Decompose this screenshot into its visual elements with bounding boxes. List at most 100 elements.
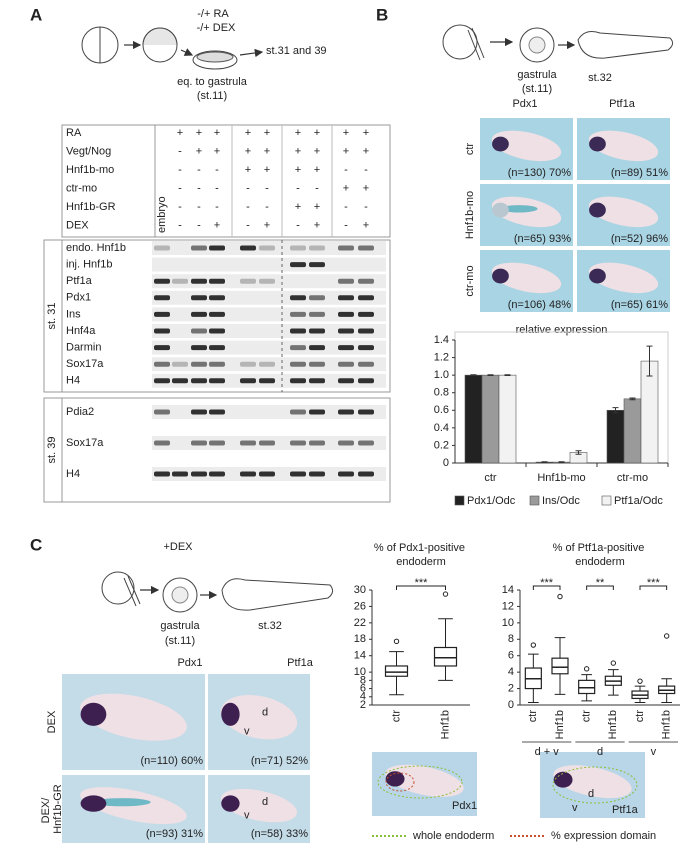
panel-letter: C: [30, 535, 42, 554]
y-tick-label: 2: [360, 699, 366, 711]
label: (st.11): [165, 635, 195, 647]
group-label: v: [651, 746, 657, 758]
significance-label: ***: [415, 577, 429, 589]
condition-mark: +: [363, 182, 369, 194]
gel-band: [290, 345, 306, 351]
gel-band: [154, 440, 170, 446]
gel-band: [358, 328, 374, 334]
label: st.32: [588, 72, 612, 84]
gel-band: [290, 471, 306, 477]
condition-mark: +: [245, 164, 251, 176]
stain: [500, 205, 538, 213]
gel-band: [154, 409, 170, 415]
x-tick-label: Hnf1b: [439, 710, 451, 739]
outlier: [393, 638, 400, 645]
gel-strip: [152, 241, 386, 255]
region-label: d: [262, 796, 268, 808]
gel-band: [172, 278, 188, 284]
protocol-a: [81, 26, 264, 70]
legend-swatch: [601, 495, 612, 506]
condition-mark: +: [314, 201, 320, 213]
gel-strip: [152, 324, 386, 338]
condition-label: Hnf1b-GR: [66, 201, 116, 213]
gel-strip: [152, 405, 386, 419]
image-label: Pdx1: [452, 800, 477, 812]
y-tick-label: 8: [508, 633, 514, 645]
condition-mark: +: [264, 164, 270, 176]
embryo: [553, 765, 632, 799]
x-tick-label: Hnf1b: [607, 710, 619, 739]
gel-band: [259, 245, 275, 251]
group-label: d: [597, 746, 603, 758]
caption: (n=58) 33%: [251, 828, 308, 840]
condition-mark: +: [196, 145, 202, 157]
gel-band: [259, 378, 275, 384]
gel-band: [259, 471, 275, 477]
error-bar: [558, 461, 565, 463]
condition-mark: +: [314, 145, 320, 157]
gel-band: [154, 278, 170, 284]
row-label: DEX/ Hnf1b-GR: [40, 784, 64, 834]
y-tick-label: 30: [354, 584, 366, 596]
stain: [589, 136, 606, 152]
protocol-b: [442, 24, 674, 63]
gel-strip: [152, 357, 386, 372]
condition-label: RA: [66, 127, 82, 139]
gel-band: [290, 311, 306, 317]
y-tick-label: 12: [502, 600, 514, 612]
outlier: [557, 593, 563, 600]
error-bar: [504, 374, 511, 376]
error-bar: [541, 461, 548, 463]
outlier: [442, 591, 449, 597]
x-tick-label: ctr: [634, 710, 646, 723]
gel-band: [290, 328, 306, 334]
gene-label: Pdia2: [66, 406, 94, 418]
caption: (n=71) 52%: [251, 755, 308, 767]
condition-mark: -: [178, 182, 182, 194]
y-tick-label: 14: [354, 650, 366, 662]
condition-mark: -: [178, 164, 182, 176]
gel-band: [191, 245, 207, 251]
gel-band: [358, 378, 374, 384]
gel-band: [309, 245, 325, 251]
stage-label: st. 31: [46, 303, 58, 330]
condition-label: DEX: [66, 219, 89, 231]
legend-label: whole endoderm: [412, 830, 494, 842]
condition-label: Hnf1b-mo: [66, 164, 114, 176]
gene-label: Ptf1a: [66, 275, 93, 287]
condition-mark: +: [295, 145, 301, 157]
gel-band: [191, 311, 207, 317]
gel-band: [154, 378, 170, 384]
y-tick-label: 0: [443, 457, 449, 469]
stain: [589, 268, 606, 284]
label: (st.11): [197, 90, 227, 102]
gel-band: [259, 440, 275, 446]
row-label: Hnf1b-mo: [464, 191, 476, 239]
protocol-c: [101, 571, 334, 613]
condition-mark: -: [296, 182, 300, 194]
condition-mark: -: [197, 219, 201, 231]
y-tick-label: 10: [354, 666, 366, 678]
label: gastrula: [517, 69, 557, 81]
significance-label: **: [596, 577, 605, 589]
significance-bracket: [639, 585, 668, 590]
condition-mark: -: [315, 182, 319, 194]
condition-mark: -: [344, 164, 348, 176]
gel-band: [290, 295, 306, 301]
caption: (n=93) 31%: [146, 828, 203, 840]
gene-label: endo. Hnf1b: [66, 242, 126, 254]
significance-bracket: [396, 585, 446, 590]
condition-mark: +: [363, 219, 369, 231]
y-tick-label: 10: [502, 617, 514, 629]
gel-band: [309, 440, 325, 446]
condition-mark: -: [364, 164, 368, 176]
gel-band: [154, 361, 170, 367]
gene-label: Ins: [66, 308, 81, 320]
legend-swatch: [529, 495, 540, 506]
error-bar: [470, 374, 477, 376]
outlier: [530, 642, 537, 648]
stain: [221, 795, 240, 812]
legend-swatch: [454, 495, 465, 506]
stain: [589, 202, 606, 218]
gel-band: [154, 295, 170, 301]
